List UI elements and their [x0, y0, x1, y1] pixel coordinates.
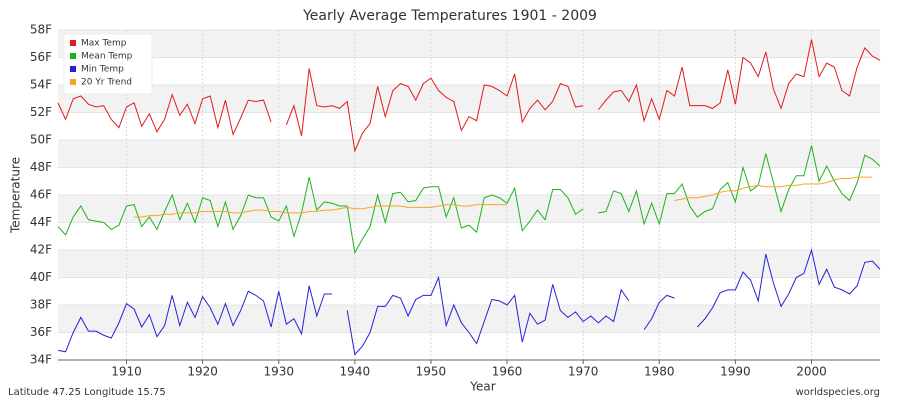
footer-right: worldspecies.org — [796, 387, 880, 398]
x-tick-label: 1970 — [568, 365, 599, 379]
x-tick-label: 1930 — [263, 365, 294, 379]
legend-swatch — [70, 40, 76, 46]
series-line — [57, 145, 881, 255]
legend-label: 20 Yr Trend — [81, 78, 132, 88]
y-tick-label: 54F — [30, 78, 52, 92]
y-tick-label: 42F — [30, 243, 52, 257]
y-tick-label: 50F — [30, 133, 52, 147]
band — [58, 250, 880, 278]
band — [58, 195, 880, 223]
legend-label: Max Temp — [81, 39, 127, 49]
x-tick-label: 1940 — [340, 365, 371, 379]
series-line — [57, 248, 881, 356]
legend-swatch — [70, 79, 76, 85]
series-line — [134, 176, 873, 218]
legend-label: Min Temp — [81, 65, 124, 75]
y-tick-label: 34F — [30, 353, 52, 367]
series-line — [57, 39, 881, 153]
x-tick-label: 2000 — [796, 365, 827, 379]
x-tick-label: 1960 — [492, 365, 523, 379]
band — [58, 140, 880, 168]
x-tick-label: 1950 — [416, 365, 447, 379]
band — [58, 305, 880, 333]
legend-box — [63, 33, 153, 95]
y-tick-label: 48F — [30, 160, 52, 174]
x-tick-label: 1910 — [111, 365, 142, 379]
legend-swatch — [70, 66, 76, 72]
y-axis-label: Temperature — [9, 157, 23, 234]
x-tick-label: 1920 — [187, 365, 218, 379]
legend-swatch — [70, 53, 76, 59]
legend-label: Mean Temp — [81, 52, 133, 62]
y-tick-label: 56F — [30, 50, 52, 64]
x-tick-label: 1980 — [644, 365, 675, 379]
y-tick-label: 58F — [30, 23, 52, 37]
band — [58, 30, 880, 58]
y-tick-label: 44F — [30, 215, 52, 229]
y-tick-label: 40F — [30, 270, 52, 284]
x-axis-label: Year — [469, 380, 495, 394]
y-tick-label: 38F — [30, 298, 52, 312]
y-tick-label: 36F — [30, 325, 52, 339]
y-tick-label: 46F — [30, 188, 52, 202]
chart-title: Yearly Average Temperatures 1901 - 2009 — [302, 8, 597, 24]
band — [58, 85, 880, 113]
x-tick-label: 1990 — [720, 365, 751, 379]
y-tick-label: 52F — [30, 105, 52, 119]
plot-area: 34F 36F 38F 40F 42F 44F 46F 48F 50F 52F 54F 56F 58F 1… — [30, 23, 881, 379]
footer-left: Latitude 47.25 Longitude 15.75 — [8, 387, 166, 398]
